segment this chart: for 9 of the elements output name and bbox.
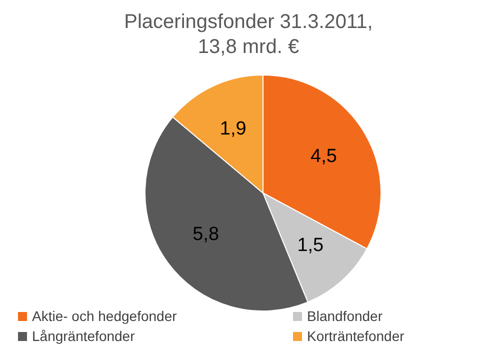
data-label: 1,9 — [220, 118, 246, 140]
data-label: 1,5 — [297, 235, 324, 256]
data-label: 4,5 — [310, 146, 337, 168]
legend-label: Blandfonder — [307, 308, 383, 324]
legend-label: Aktie- och hedgefonder — [32, 308, 177, 324]
legend-label: Långräntefonder — [32, 328, 135, 344]
chart-title: Placeringsfonder 31.3.2011, 13,8 mrd. € — [123, 10, 374, 60]
legend-label: Korträntefonder — [307, 328, 404, 344]
data-label: 5,8 — [192, 224, 220, 246]
